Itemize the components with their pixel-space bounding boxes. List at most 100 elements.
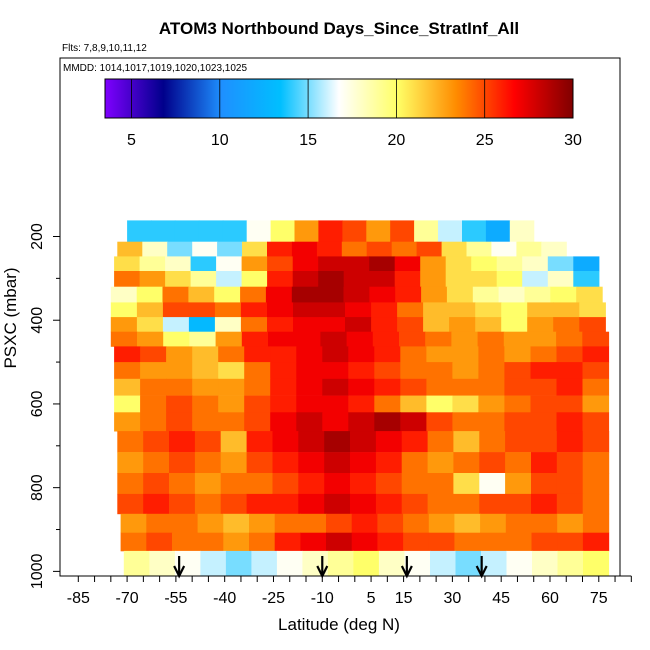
heatmap-cell (348, 378, 375, 396)
heatmap-cell (267, 317, 294, 333)
heatmap-cell (267, 302, 294, 318)
heatmap-cell (220, 452, 248, 474)
heatmap-cell (192, 362, 219, 380)
heatmap-cell (480, 513, 507, 533)
x-tick-label: -55 (164, 590, 187, 607)
heatmap-cell (194, 493, 222, 515)
heatmap-cell (403, 513, 430, 533)
heatmap-cell (220, 493, 248, 515)
heatmap-cell (372, 331, 400, 347)
heatmap-cell (505, 513, 533, 533)
heatmap-cell (192, 241, 218, 257)
colorbar-tick-label: 30 (564, 132, 582, 149)
heatmap-cell (166, 378, 193, 396)
heatmap-cell (324, 452, 351, 474)
heatmap-cell (220, 473, 248, 495)
heatmap-cell (149, 550, 176, 577)
heatmap-cell (246, 473, 274, 495)
heatmap-cell (244, 346, 271, 363)
heatmap-cell (501, 302, 528, 318)
heatmap-cell (441, 241, 468, 257)
heatmap-cell (270, 346, 297, 363)
heatmap-cell (400, 378, 427, 396)
heatmap-cell (350, 473, 377, 495)
heatmap-cell (169, 431, 196, 453)
heatmap-cell (341, 241, 368, 257)
heatmap-cell (579, 317, 606, 333)
heatmap-cell (300, 513, 327, 533)
heatmap-cell (326, 513, 353, 533)
heatmap-cell (478, 378, 505, 396)
heatmap-cell (298, 431, 325, 453)
heatmap-cell (322, 378, 349, 396)
heatmap-cell (265, 286, 293, 303)
heatmap-cell (471, 256, 498, 272)
heatmap-cell (174, 220, 200, 243)
heatmap-cell (342, 220, 367, 243)
heatmap-cell (462, 220, 487, 243)
heatmap-cell (427, 473, 455, 495)
heatmap-cell (374, 346, 401, 363)
heatmap-cell (455, 550, 482, 577)
heatmap-cell (267, 241, 293, 257)
heatmap-cell (322, 395, 349, 413)
heatmap-cell (504, 346, 531, 363)
x-axis-label: Latitude (deg N) (278, 615, 400, 634)
heatmap-cell (114, 346, 141, 363)
heatmap-cell (582, 331, 610, 347)
y-tick-label: 600 (29, 390, 46, 417)
heatmap-cell (485, 220, 511, 243)
heatmap-cell (501, 317, 528, 333)
heatmap-cell (573, 271, 600, 288)
heatmap-cell (401, 452, 429, 474)
heatmap-cell (146, 532, 173, 552)
heatmap-cell (140, 346, 167, 363)
heatmap-cell (117, 493, 144, 515)
heatmap-cell (453, 473, 480, 495)
heatmap-cell (166, 412, 193, 432)
x-tick-label: -40 (213, 590, 236, 607)
heatmap-cell (169, 473, 196, 495)
heatmap-cell (423, 302, 450, 318)
heatmap-cell (400, 346, 427, 363)
heatmap-cell (400, 395, 427, 413)
heatmap-cell (481, 550, 508, 577)
dates-subtitle: MMDD: 1014,1017,1019,1020,1023,1025 (63, 63, 247, 74)
heatmap-cell (114, 395, 141, 413)
heatmap-cell (350, 431, 377, 453)
heatmap-cell (582, 431, 610, 453)
heatmap-cell (532, 550, 559, 577)
arrow-head (173, 565, 186, 579)
heatmap-cell (348, 412, 375, 432)
heatmap-cell (117, 473, 144, 495)
heatmap-cell (420, 271, 447, 288)
heatmap-cell (249, 532, 276, 552)
heatmap-cell (378, 550, 405, 577)
heatmap-cell (270, 378, 297, 396)
heatmap-cell (426, 362, 453, 380)
heatmap-cell (214, 286, 241, 303)
heatmap-cell (200, 550, 227, 577)
y-axis-label: PSXC (mbar) (1, 267, 20, 368)
heatmap-cell (214, 317, 242, 333)
heatmap-cell (550, 286, 577, 303)
heatmap-cell (582, 378, 610, 396)
heatmap-cell (366, 220, 391, 243)
colorbar-tick-label: 15 (299, 132, 317, 149)
heatmap-cell (454, 532, 481, 552)
heatmap-cell (218, 362, 245, 380)
heatmap-cell (479, 473, 506, 495)
heatmap-cell (527, 302, 554, 318)
heatmap-cell (270, 220, 296, 243)
heatmap-cell (241, 331, 269, 347)
heatmap-cell (399, 331, 426, 347)
heatmap-cell (498, 286, 526, 303)
heatmap-cell (400, 362, 427, 380)
heatmap-cell (582, 493, 610, 515)
heatmap-cell (582, 452, 610, 474)
heatmap-cell (218, 395, 245, 413)
heatmap-cell (531, 473, 558, 495)
heatmap-cell (369, 286, 396, 303)
heatmap-cell (522, 256, 549, 272)
heatmap-cell (190, 271, 217, 288)
